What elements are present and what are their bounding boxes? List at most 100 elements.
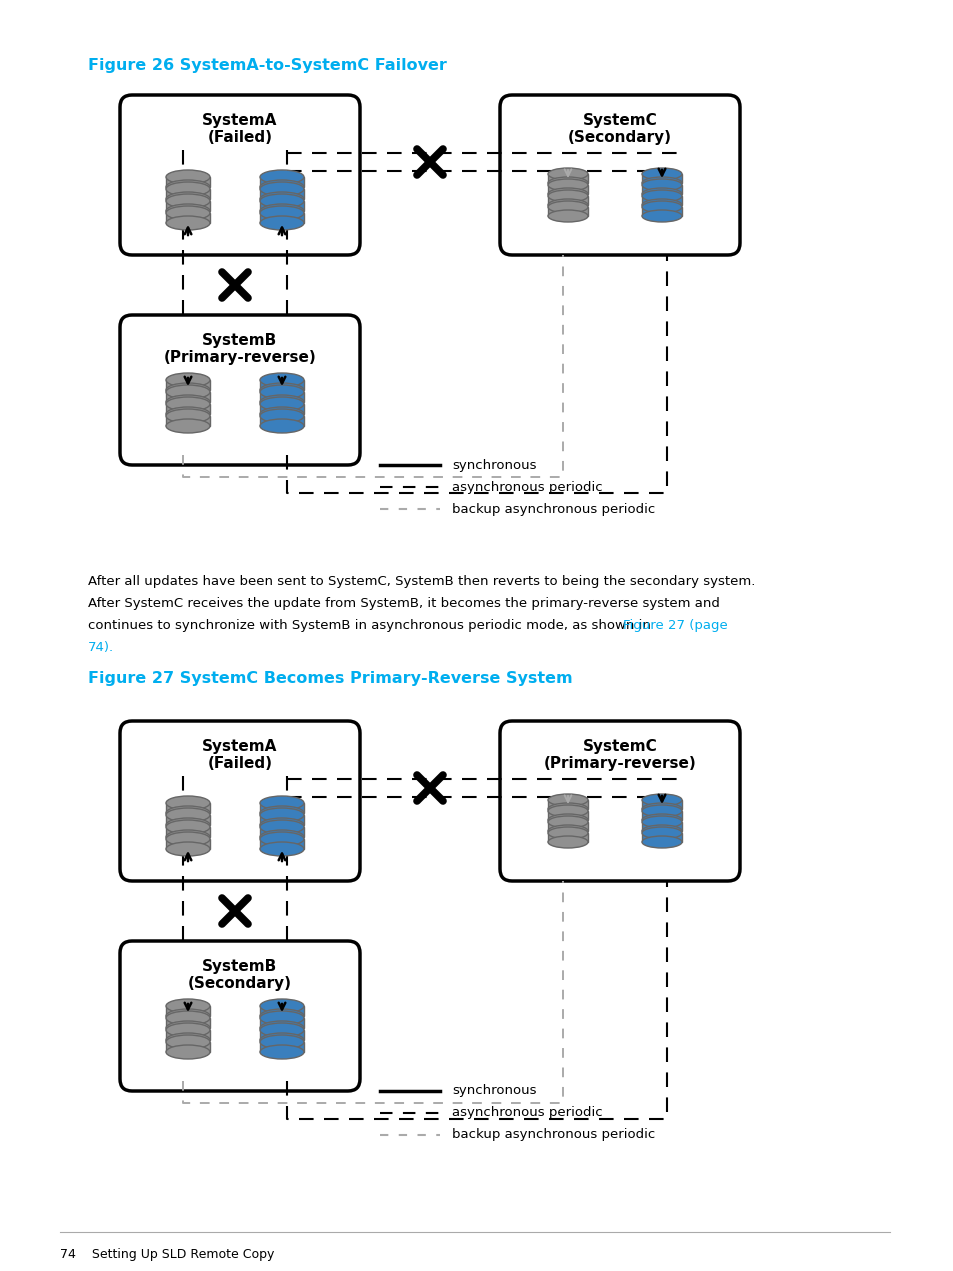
Bar	[641, 833, 681, 841]
Bar	[260, 1018, 304, 1028]
Ellipse shape	[260, 1021, 304, 1035]
Ellipse shape	[260, 216, 304, 230]
Ellipse shape	[166, 841, 210, 855]
Bar	[547, 174, 587, 183]
Bar	[260, 201, 304, 211]
Bar	[166, 416, 210, 426]
Ellipse shape	[260, 182, 304, 196]
Bar	[166, 1042, 210, 1052]
Bar	[547, 822, 587, 831]
Bar	[260, 803, 304, 813]
Ellipse shape	[260, 397, 304, 411]
Bar	[166, 1007, 210, 1016]
Ellipse shape	[166, 830, 210, 844]
Ellipse shape	[260, 180, 304, 194]
Text: Figure 27 (page: Figure 27 (page	[622, 619, 727, 632]
Ellipse shape	[166, 216, 210, 230]
Text: After SystemC receives the update from SystemB, it becomes the primary-reverse s: After SystemC receives the update from S…	[88, 597, 720, 610]
Ellipse shape	[641, 177, 681, 189]
Text: asynchronous periodic: asynchronous periodic	[452, 1107, 602, 1120]
Ellipse shape	[166, 796, 210, 810]
Bar	[641, 799, 681, 810]
Ellipse shape	[260, 999, 304, 1013]
Ellipse shape	[166, 1045, 210, 1059]
Ellipse shape	[260, 1033, 304, 1047]
Bar	[260, 380, 304, 390]
Bar	[166, 1030, 210, 1040]
Bar	[260, 416, 304, 426]
Ellipse shape	[260, 1035, 304, 1049]
Ellipse shape	[166, 397, 210, 411]
Ellipse shape	[641, 825, 681, 838]
Bar	[166, 189, 210, 200]
Ellipse shape	[547, 805, 587, 817]
Ellipse shape	[166, 409, 210, 423]
Ellipse shape	[641, 168, 681, 180]
Bar	[260, 189, 304, 200]
Bar	[166, 380, 210, 390]
Ellipse shape	[641, 816, 681, 827]
Bar	[260, 1030, 304, 1040]
Ellipse shape	[166, 170, 210, 184]
Ellipse shape	[166, 206, 210, 220]
Ellipse shape	[166, 999, 210, 1013]
Ellipse shape	[260, 385, 304, 399]
Text: SystemC
(Secondary): SystemC (Secondary)	[567, 113, 671, 145]
Ellipse shape	[547, 168, 587, 180]
Bar	[547, 833, 587, 841]
Ellipse shape	[260, 395, 304, 409]
Ellipse shape	[260, 409, 304, 423]
Ellipse shape	[166, 194, 210, 208]
Bar	[641, 207, 681, 216]
Ellipse shape	[260, 819, 304, 833]
Ellipse shape	[166, 205, 210, 219]
Ellipse shape	[166, 833, 210, 846]
Bar	[166, 404, 210, 414]
Ellipse shape	[260, 419, 304, 433]
Bar	[166, 839, 210, 849]
FancyBboxPatch shape	[120, 721, 359, 881]
Ellipse shape	[547, 179, 587, 191]
Ellipse shape	[166, 407, 210, 421]
Text: backup asynchronous periodic: backup asynchronous periodic	[452, 502, 655, 516]
Ellipse shape	[260, 1009, 304, 1023]
Text: synchronous: synchronous	[452, 459, 536, 472]
Text: Figure 27 SystemC Becomes Primary-Reverse System: Figure 27 SystemC Becomes Primary-Revers…	[88, 671, 572, 686]
Bar	[641, 174, 681, 183]
Bar	[166, 177, 210, 187]
Text: After all updates have been sent to SystemC, SystemB then reverts to being the s: After all updates have been sent to Syst…	[88, 574, 755, 588]
Ellipse shape	[166, 383, 210, 397]
Ellipse shape	[641, 210, 681, 222]
Ellipse shape	[641, 188, 681, 200]
Ellipse shape	[166, 808, 210, 822]
Bar	[547, 799, 587, 810]
Ellipse shape	[166, 1023, 210, 1037]
Ellipse shape	[547, 836, 587, 848]
Ellipse shape	[260, 192, 304, 206]
Bar	[260, 827, 304, 838]
Ellipse shape	[166, 1010, 210, 1024]
Text: SystemC
(Primary-reverse): SystemC (Primary-reverse)	[543, 738, 696, 771]
Ellipse shape	[260, 407, 304, 421]
Bar	[547, 196, 587, 205]
Ellipse shape	[260, 170, 304, 184]
Ellipse shape	[547, 177, 587, 189]
Ellipse shape	[260, 808, 304, 822]
Bar	[260, 177, 304, 187]
Ellipse shape	[260, 383, 304, 397]
Text: SystemB
(Primary-reverse): SystemB (Primary-reverse)	[164, 333, 316, 365]
Ellipse shape	[547, 201, 587, 214]
Ellipse shape	[641, 201, 681, 214]
Ellipse shape	[641, 200, 681, 211]
Text: synchronous: synchronous	[452, 1084, 536, 1097]
Bar	[260, 214, 304, 222]
Ellipse shape	[641, 827, 681, 839]
Ellipse shape	[166, 180, 210, 194]
Text: 74    Setting Up SLD Remote Copy: 74 Setting Up SLD Remote Copy	[60, 1248, 274, 1261]
Text: continues to synchronize with SystemB in asynchronous periodic mode, as shown in: continues to synchronize with SystemB in…	[88, 619, 655, 632]
Bar	[260, 1042, 304, 1052]
Ellipse shape	[166, 419, 210, 433]
FancyBboxPatch shape	[499, 95, 740, 255]
Ellipse shape	[547, 210, 587, 222]
Ellipse shape	[641, 813, 681, 826]
